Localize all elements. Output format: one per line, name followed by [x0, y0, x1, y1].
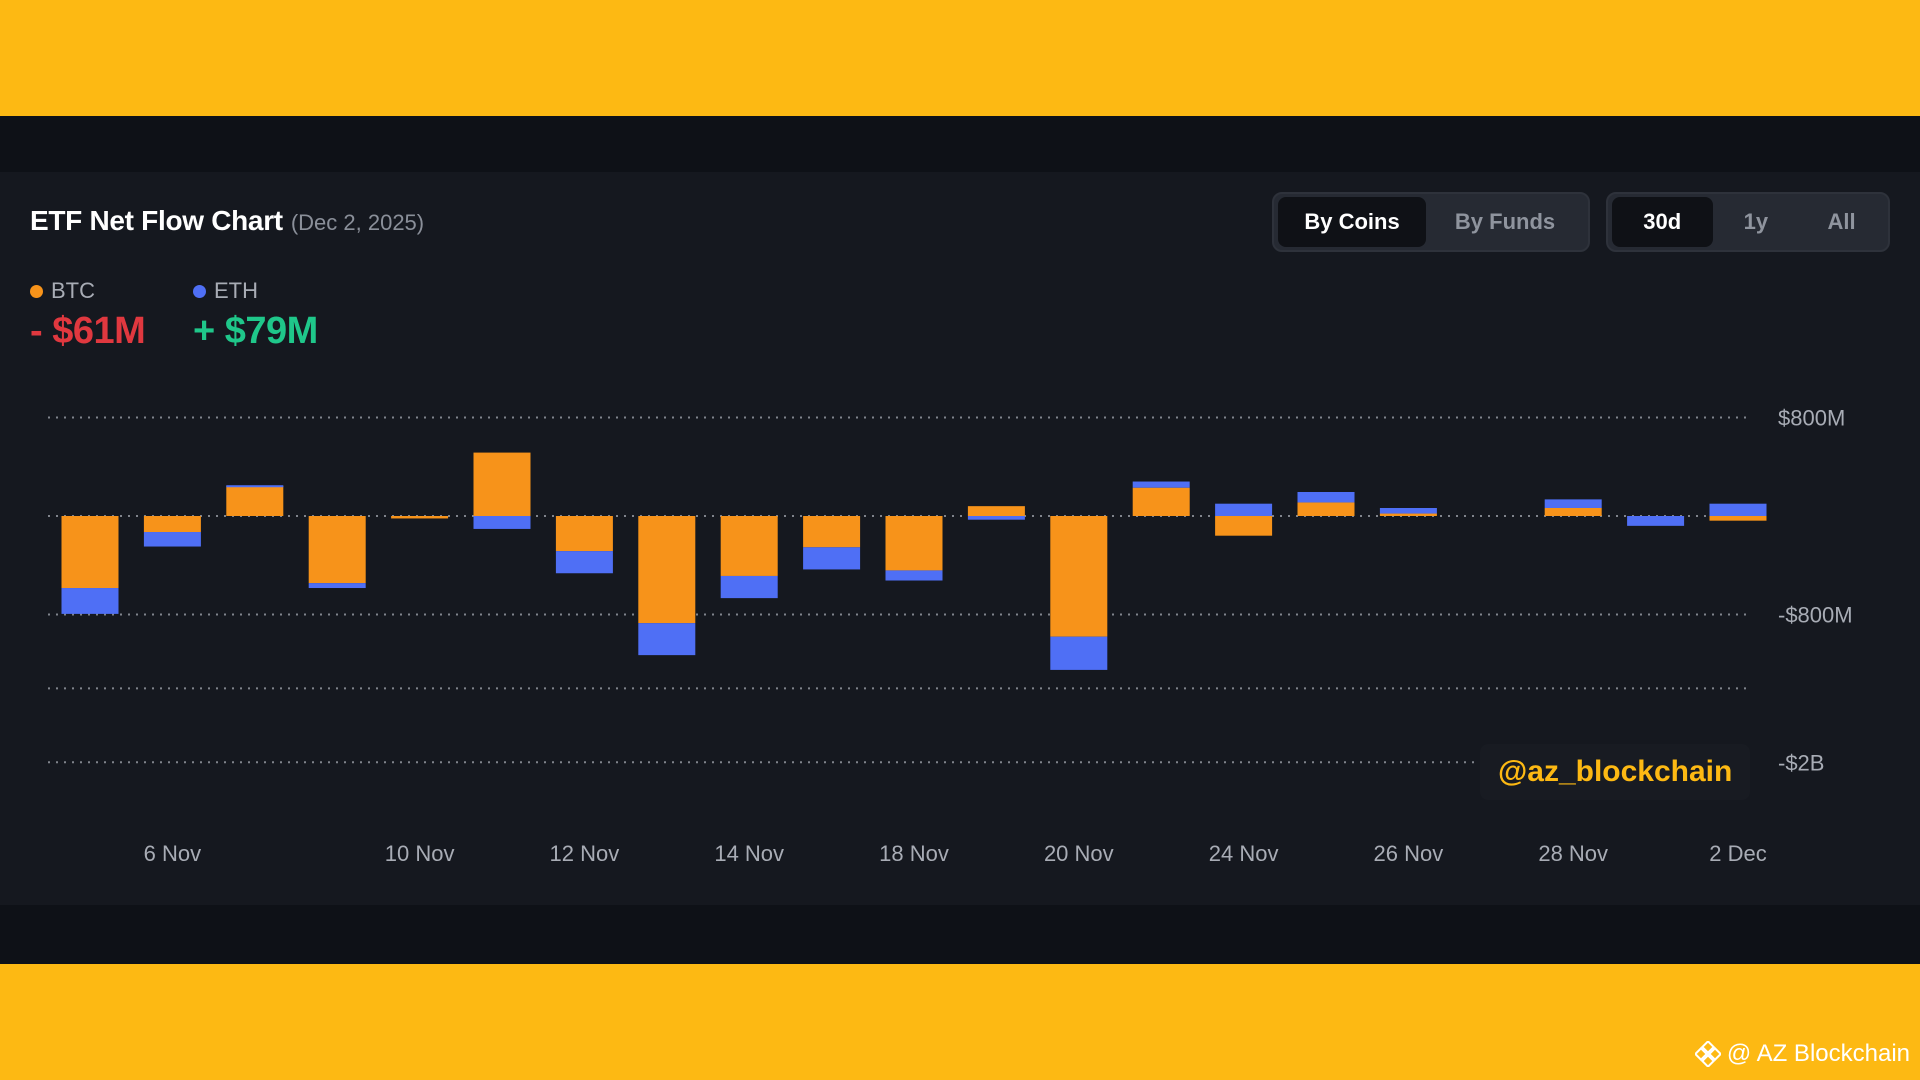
- range-1y-button[interactable]: 1y: [1743, 209, 1769, 234]
- bar-btc: [803, 516, 861, 548]
- bar-btc: [143, 516, 201, 533]
- bar-btc: [720, 516, 778, 576]
- range-all-button[interactable]: All: [1827, 209, 1856, 234]
- x-tick-label: 20 Nov: [1044, 841, 1114, 866]
- bar-eth: [555, 551, 613, 574]
- bar-eth: [1709, 503, 1767, 516]
- bar-btc: [1379, 513, 1437, 516]
- bar-eth: [226, 485, 284, 488]
- bar-eth: [720, 575, 778, 599]
- x-tick-label: 14 Nov: [714, 841, 784, 866]
- y-tick-label: $800M: [1778, 406, 1845, 431]
- y-tick-label: -$800M: [1778, 603, 1853, 628]
- header: ETF Net Flow Chart (Dec 2, 2025): [30, 205, 424, 237]
- bar-eth: [967, 516, 1025, 520]
- bar-eth: [308, 583, 366, 589]
- bar-btc: [1050, 516, 1108, 637]
- view-toggle: By Coins By Funds: [1272, 192, 1590, 252]
- legend-eth-label: ETH: [214, 278, 258, 303]
- bar-btc: [967, 506, 1025, 516]
- bar-eth: [1379, 507, 1437, 514]
- watermark: @az_blockchain: [1480, 744, 1751, 800]
- by-coins-button[interactable]: By Coins: [1278, 197, 1427, 247]
- bar-btc: [391, 516, 449, 519]
- bar-eth: [473, 516, 531, 529]
- eth-net-flow: + $79M: [193, 310, 318, 352]
- bar-eth: [1050, 636, 1108, 670]
- bar-btc: [473, 452, 531, 516]
- bar-eth: [803, 547, 861, 570]
- bar-btc: [638, 516, 696, 624]
- x-tick-label: 18 Nov: [879, 841, 949, 866]
- bar-btc: [1215, 516, 1273, 536]
- bar-eth: [638, 623, 696, 656]
- range-toggle: 30d 1y All: [1606, 192, 1890, 252]
- page-title: ETF Net Flow Chart: [30, 205, 283, 236]
- btc-net-flow: - $61M: [30, 310, 146, 352]
- bar-eth: [61, 588, 119, 614]
- x-tick-label: 2 Dec: [1709, 841, 1766, 866]
- x-tick-label: 12 Nov: [550, 841, 620, 866]
- chart-date: (Dec 2, 2025): [290, 210, 425, 235]
- x-tick-label: 10 Nov: [385, 841, 455, 866]
- btc-dot-icon: [30, 284, 43, 298]
- bar-eth: [1215, 503, 1273, 516]
- by-funds-button[interactable]: By Funds: [1454, 209, 1556, 234]
- bar-btc: [1544, 507, 1602, 516]
- bar-eth: [1132, 481, 1190, 488]
- legend-eth: ETH: [193, 278, 258, 304]
- legend-btc: BTC: [30, 278, 95, 304]
- bar-btc: [1297, 502, 1355, 516]
- legend-btc-label: BTC: [51, 278, 95, 303]
- bar-btc: [226, 485, 284, 516]
- bar-eth: [1544, 499, 1602, 508]
- x-tick-label: 26 Nov: [1374, 841, 1444, 866]
- bar-btc: [1132, 487, 1190, 516]
- x-tick-label: 6 Nov: [144, 841, 201, 866]
- bar-eth: [1627, 516, 1685, 526]
- range-30d-button[interactable]: 30d: [1612, 197, 1713, 247]
- binance-logo-icon: [1694, 1041, 1721, 1067]
- bar-btc: [61, 516, 119, 589]
- bar-btc: [885, 516, 943, 571]
- credit: @ AZ Blockchain: [1694, 1040, 1910, 1068]
- bar-eth: [143, 532, 201, 547]
- bar-eth: [1297, 491, 1355, 503]
- eth-dot-icon: [193, 284, 206, 298]
- bar-btc: [1709, 516, 1767, 521]
- bar-eth: [885, 570, 943, 581]
- credit-text: @ AZ Blockchain: [1726, 1040, 1910, 1067]
- bar-btc: [308, 516, 366, 584]
- y-tick-label: -$2B: [1778, 750, 1824, 775]
- bar-btc: [555, 516, 613, 552]
- x-tick-label: 24 Nov: [1209, 841, 1279, 866]
- x-tick-label: 28 Nov: [1538, 841, 1608, 866]
